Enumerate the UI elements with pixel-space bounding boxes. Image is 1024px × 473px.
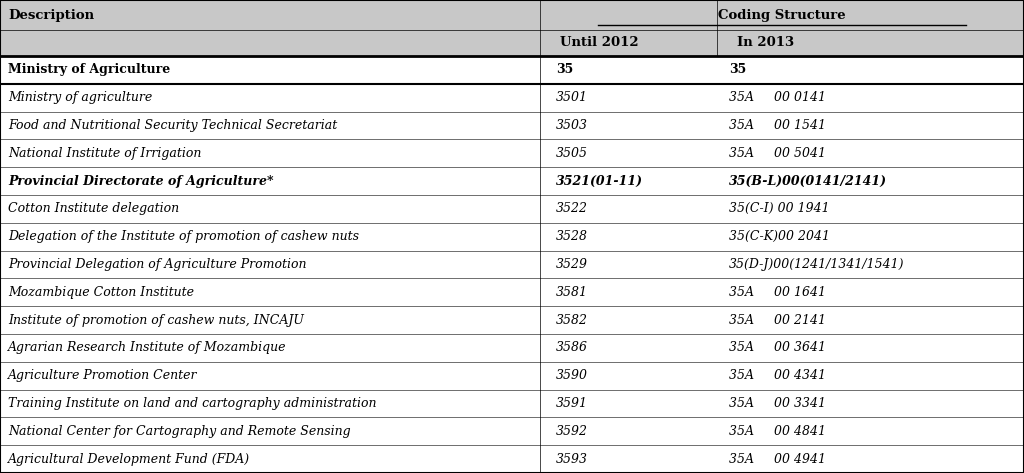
Text: 3501: 3501: [556, 91, 588, 104]
Text: 35A     00 3641: 35A 00 3641: [729, 342, 826, 354]
Text: 35A     00 4941: 35A 00 4941: [729, 453, 826, 465]
Text: 35(C-K)00 2041: 35(C-K)00 2041: [729, 230, 830, 243]
Bar: [0, 195, 540, 223]
Text: Agrarian Research Institute of Mozambique: Agrarian Research Institute of Mozambiqu…: [8, 342, 287, 354]
Bar: [717, 279, 1024, 306]
Bar: [540, 390, 717, 417]
Text: 3592: 3592: [556, 425, 588, 438]
Text: Food and Nutritional Security Technical Secretariat: Food and Nutritional Security Technical …: [8, 119, 338, 132]
Text: 35A     00 4341: 35A 00 4341: [729, 369, 826, 382]
Bar: [540, 445, 717, 473]
Bar: [717, 251, 1024, 279]
Bar: [717, 30, 1024, 56]
Bar: [717, 362, 1024, 390]
Text: National Center for Cartography and Remote Sensing: National Center for Cartography and Remo…: [8, 425, 351, 438]
Text: 3505: 3505: [556, 147, 588, 160]
Bar: [0, 140, 540, 167]
Bar: [0, 223, 540, 251]
Bar: [0, 445, 540, 473]
Text: 35: 35: [729, 63, 746, 77]
Bar: [540, 112, 717, 140]
Bar: [0, 0, 540, 30]
Text: Delegation of the Institute of promotion of cashew nuts: Delegation of the Institute of promotion…: [8, 230, 359, 243]
Text: Institute of promotion of cashew nuts, INCAJU: Institute of promotion of cashew nuts, I…: [8, 314, 304, 326]
Bar: [540, 362, 717, 390]
Text: 35A     00 3341: 35A 00 3341: [729, 397, 826, 410]
Text: 35A     00 4841: 35A 00 4841: [729, 425, 826, 438]
Bar: [540, 223, 717, 251]
Bar: [0, 362, 540, 390]
Text: Agricultural Development Fund (FDA): Agricultural Development Fund (FDA): [8, 453, 250, 465]
Bar: [717, 306, 1024, 334]
Text: Mozambique Cotton Institute: Mozambique Cotton Institute: [8, 286, 195, 299]
Bar: [540, 140, 717, 167]
Text: 3586: 3586: [556, 342, 588, 354]
Bar: [0, 417, 540, 445]
Text: Provincial Delegation of Agriculture Promotion: Provincial Delegation of Agriculture Pro…: [8, 258, 307, 271]
Text: 3582: 3582: [556, 314, 588, 326]
Text: Coding Structure: Coding Structure: [718, 9, 846, 21]
Text: Training Institute on land and cartography administration: Training Institute on land and cartograp…: [8, 397, 377, 410]
Text: 35A     00 0141: 35A 00 0141: [729, 91, 826, 104]
Text: 35(D-J)00(1241/1341/1541): 35(D-J)00(1241/1341/1541): [729, 258, 904, 271]
Bar: [717, 140, 1024, 167]
Bar: [0, 279, 540, 306]
Text: 3503: 3503: [556, 119, 588, 132]
Text: Ministry of agriculture: Ministry of agriculture: [8, 91, 153, 104]
Text: 35A     00 1541: 35A 00 1541: [729, 119, 826, 132]
Text: Description: Description: [8, 9, 94, 21]
Text: 3581: 3581: [556, 286, 588, 299]
Text: 35A     00 5041: 35A 00 5041: [729, 147, 826, 160]
Bar: [0, 251, 540, 279]
Bar: [540, 251, 717, 279]
Bar: [717, 112, 1024, 140]
Text: Ministry of Agriculture: Ministry of Agriculture: [8, 63, 170, 77]
Text: 3593: 3593: [556, 453, 588, 465]
Bar: [717, 195, 1024, 223]
Bar: [717, 390, 1024, 417]
Text: In 2013: In 2013: [737, 36, 795, 50]
Bar: [0, 84, 540, 112]
Bar: [540, 279, 717, 306]
Bar: [717, 445, 1024, 473]
Text: 35: 35: [556, 63, 573, 77]
Bar: [540, 167, 717, 195]
Text: National Institute of Irrigation: National Institute of Irrigation: [8, 147, 202, 160]
Bar: [540, 195, 717, 223]
Text: 35A     00 2141: 35A 00 2141: [729, 314, 826, 326]
Bar: [0, 56, 540, 84]
Bar: [540, 0, 1024, 30]
Text: 35(B-L)00(0141/2141): 35(B-L)00(0141/2141): [729, 175, 887, 188]
Bar: [717, 334, 1024, 362]
Bar: [717, 417, 1024, 445]
Bar: [717, 84, 1024, 112]
Text: Until 2012: Until 2012: [560, 36, 639, 50]
Bar: [0, 390, 540, 417]
Text: Provincial Directorate of Agriculture*: Provincial Directorate of Agriculture*: [8, 175, 273, 188]
Bar: [0, 306, 540, 334]
Text: 3590: 3590: [556, 369, 588, 382]
Text: Agriculture Promotion Center: Agriculture Promotion Center: [8, 369, 198, 382]
Bar: [540, 84, 717, 112]
Bar: [540, 334, 717, 362]
Bar: [540, 417, 717, 445]
Text: 3528: 3528: [556, 230, 588, 243]
Text: 3521(01-11): 3521(01-11): [556, 175, 643, 188]
Text: 35A     00 1641: 35A 00 1641: [729, 286, 826, 299]
Text: 3529: 3529: [556, 258, 588, 271]
Bar: [717, 223, 1024, 251]
Text: 3522: 3522: [556, 202, 588, 215]
Bar: [540, 30, 717, 56]
Bar: [717, 167, 1024, 195]
Bar: [540, 306, 717, 334]
Text: 35(C-I) 00 1941: 35(C-I) 00 1941: [729, 202, 829, 215]
Bar: [0, 334, 540, 362]
Text: 3591: 3591: [556, 397, 588, 410]
Bar: [540, 56, 717, 84]
Bar: [0, 30, 540, 56]
Bar: [717, 56, 1024, 84]
Bar: [0, 112, 540, 140]
Bar: [0, 167, 540, 195]
Text: Cotton Institute delegation: Cotton Institute delegation: [8, 202, 179, 215]
